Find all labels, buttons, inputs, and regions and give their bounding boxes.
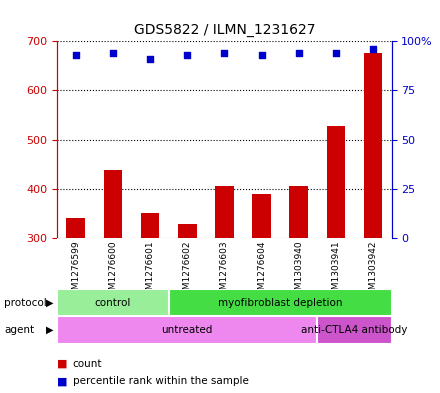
Bar (290, 186, 308, 238)
Text: agent: agent (4, 325, 34, 335)
Text: percentile rank within the sample: percentile rank within the sample (73, 376, 249, 386)
Text: GSM1303940: GSM1303940 (294, 240, 303, 301)
Text: GSM1276603: GSM1276603 (220, 240, 229, 301)
Text: count: count (73, 358, 102, 369)
Bar (169, 289, 392, 316)
Bar (364, 53, 382, 238)
Text: untreated: untreated (161, 325, 213, 335)
Text: ▶: ▶ (46, 298, 54, 308)
Point (258, 52, 265, 58)
Text: ■: ■ (57, 376, 68, 386)
Bar (215, 185, 234, 238)
Text: GSM1303942: GSM1303942 (369, 240, 378, 301)
Bar (104, 171, 122, 238)
Text: GSM1276601: GSM1276601 (146, 240, 154, 301)
Bar (317, 316, 392, 344)
Text: GSM1276599: GSM1276599 (71, 240, 80, 301)
Bar (252, 193, 271, 238)
Text: GSM1303941: GSM1303941 (331, 240, 341, 301)
Bar (66, 218, 85, 238)
Text: control: control (95, 298, 131, 308)
Point (147, 56, 154, 62)
Bar (141, 213, 159, 238)
Point (370, 46, 377, 52)
Bar (57, 289, 169, 316)
Text: anti-CTLA4 antibody: anti-CTLA4 antibody (301, 325, 407, 335)
Text: GSM1276600: GSM1276600 (108, 240, 117, 301)
Text: GSM1276602: GSM1276602 (183, 240, 192, 301)
Text: myofibroblast depletion: myofibroblast depletion (218, 298, 342, 308)
Text: ▶: ▶ (46, 325, 54, 335)
Bar (57, 316, 317, 344)
Point (221, 50, 228, 56)
Point (332, 50, 339, 56)
Text: ■: ■ (57, 358, 68, 369)
Text: GSM1276604: GSM1276604 (257, 240, 266, 301)
Bar (178, 224, 197, 238)
Point (110, 50, 117, 56)
Point (72, 52, 79, 58)
Bar (326, 126, 345, 238)
Point (295, 50, 302, 56)
Title: GDS5822 / ILMN_1231627: GDS5822 / ILMN_1231627 (134, 24, 315, 37)
Text: protocol: protocol (4, 298, 47, 308)
Point (184, 52, 191, 58)
